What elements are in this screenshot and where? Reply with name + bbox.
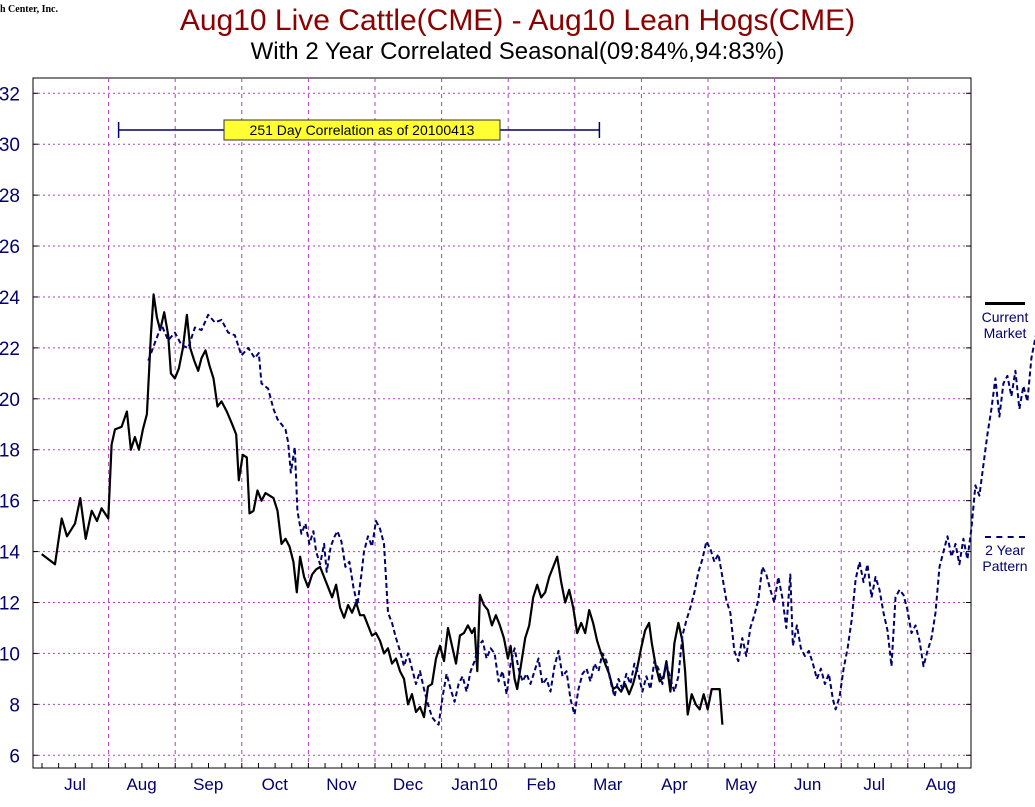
legend-pattern-label-1: 2 Year [985, 542, 1025, 558]
y-tick-label: 16 [0, 492, 20, 513]
y-tick-label: 26 [0, 237, 20, 258]
y-tick-label: 20 [0, 390, 20, 411]
x-tick-label: Feb [527, 775, 556, 794]
y-tick-label: 22 [0, 339, 20, 360]
plot-frame [32, 77, 972, 769]
y-tick-label: 10 [0, 644, 20, 665]
x-tick-label: Aug [926, 775, 956, 794]
y-tick-label: 32 [0, 84, 20, 105]
x-tick-label: Jan10 [451, 775, 497, 794]
y-tick-label: 8 [9, 695, 20, 716]
x-tick-label: Oct [262, 775, 289, 794]
annotation-label: 251 Day Correlation as of 20100413 [250, 122, 475, 138]
x-tick-label: Nov [326, 775, 357, 794]
chart-title: Aug10 Live Cattle(CME) - Aug10 Lean Hogs… [179, 4, 856, 37]
y-tick-label: 28 [0, 186, 20, 207]
chart-subtitle: With 2 Year Correlated Seasonal(09:84%,9… [250, 38, 785, 65]
y-tick-label: 30 [0, 135, 20, 156]
annotation-box [223, 119, 501, 141]
x-tick-label: Sep [193, 775, 223, 794]
legend-current-market: Current Market [975, 302, 1035, 341]
series-current-market [41, 293, 724, 725]
y-tick-label: 6 [9, 746, 20, 767]
x-tick-label: Mar [593, 775, 623, 794]
corner-credit: h Center, Inc. [0, 4, 58, 15]
legend-2-year-pattern: 2 Year Pattern [975, 536, 1035, 574]
y-tick-label: 14 [0, 543, 20, 564]
x-tick-label: Apr [661, 775, 688, 794]
legend-current-swatch [985, 302, 1025, 305]
x-tick-label: Dec [393, 775, 424, 794]
y-tick-label: 18 [0, 441, 20, 462]
y-tick-label: 12 [0, 594, 20, 615]
x-tick-label: Jul [863, 775, 885, 794]
x-tick-label: Aug [126, 775, 156, 794]
legend-pattern-label-2: Pattern [982, 558, 1028, 574]
legend-pattern-swatch [985, 536, 1025, 538]
legend-current-label-2: Market [983, 325, 1027, 341]
x-tick-label: May [725, 775, 758, 794]
legend-current-label-1: Current [981, 309, 1029, 325]
x-tick-label: Jul [64, 775, 86, 794]
y-tick-label: 24 [0, 288, 20, 309]
series-2-year-pattern [147, 313, 1035, 726]
x-tick-label: Jun [794, 775, 821, 794]
